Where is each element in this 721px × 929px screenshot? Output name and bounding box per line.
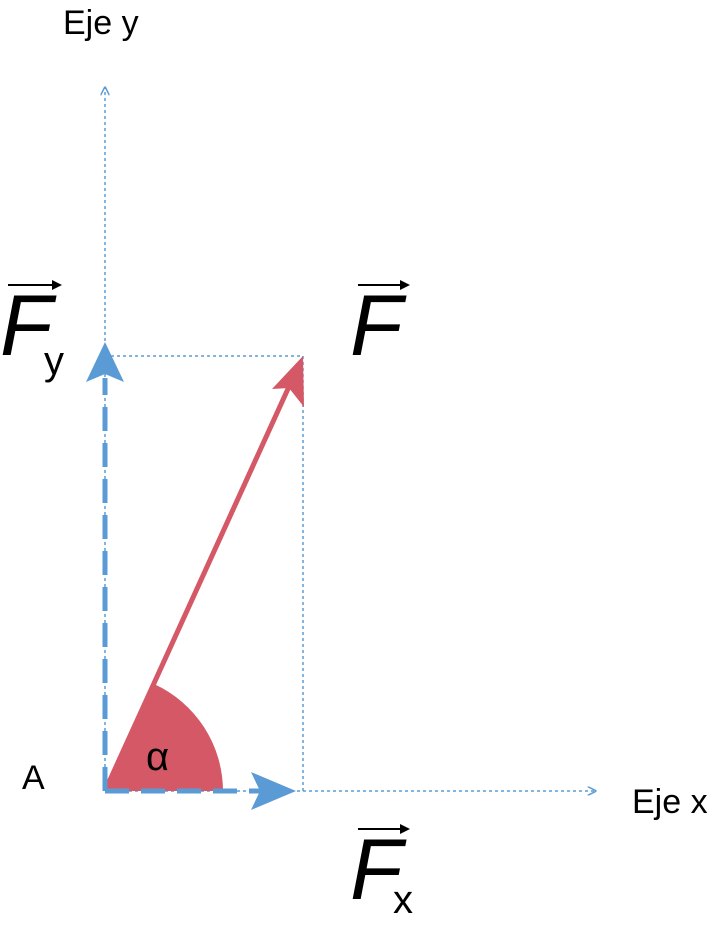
vector-symbol: F: [0, 278, 57, 374]
vector-subscript: x: [393, 878, 413, 922]
angle-label: α: [146, 735, 169, 779]
angle-sector: [105, 684, 223, 791]
vector-symbol: F: [350, 278, 407, 374]
vector-symbol: F: [350, 822, 407, 918]
vector-subscript: y: [44, 339, 64, 383]
force-vector: [102, 378, 295, 793]
axis-label: Eje x: [632, 783, 708, 821]
vector-arrows: [8, 280, 410, 834]
arrowhead: [272, 356, 304, 407]
arrowhead: [86, 342, 124, 382]
arrowhead: [251, 772, 296, 810]
axis-label: Eje y: [63, 4, 139, 42]
origin-label: A: [22, 759, 45, 797]
